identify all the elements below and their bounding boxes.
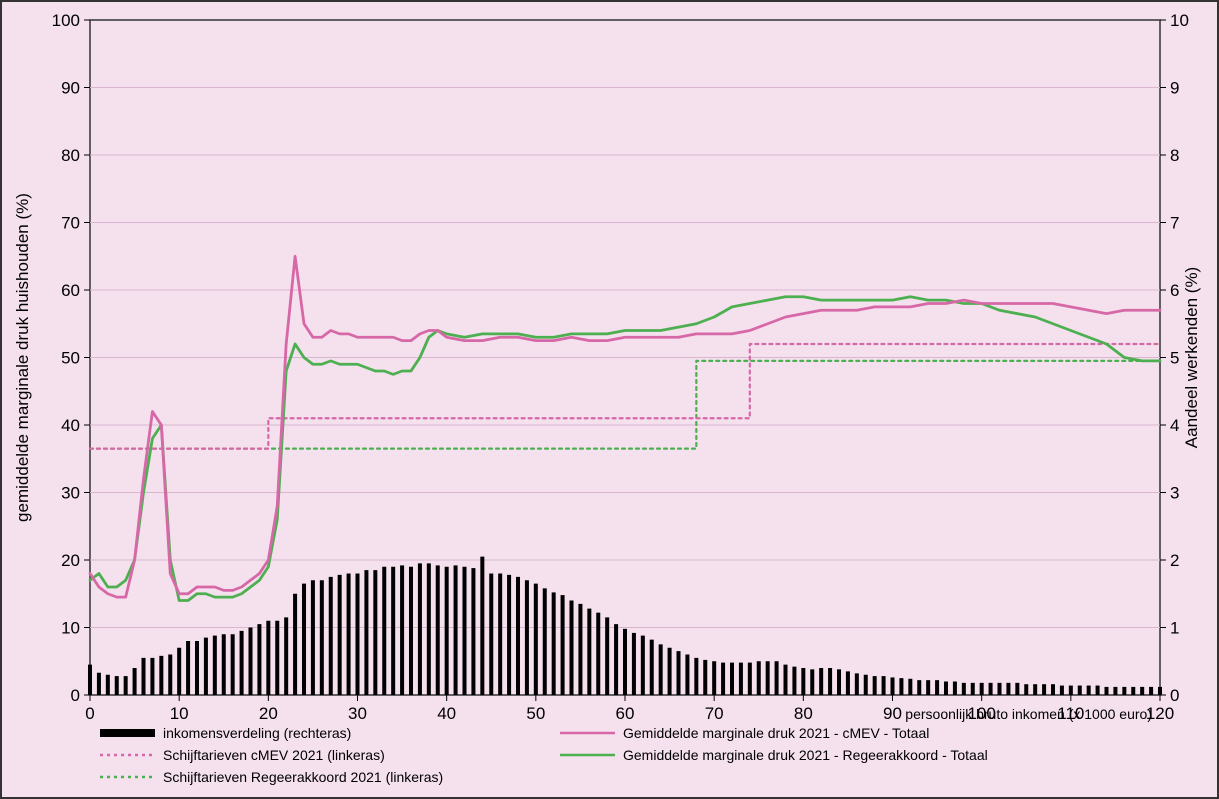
legend-label: Gemiddelde marginale druk 2021 - Regeera… xyxy=(623,747,988,763)
yleft-tick-label: 50 xyxy=(61,349,80,368)
chart-container: 0102030405060708090100012345678910010203… xyxy=(0,0,1219,799)
yleft-tick-label: 20 xyxy=(61,551,80,570)
x-tick-label: 60 xyxy=(616,704,635,723)
x-tick-label: 90 xyxy=(883,704,902,723)
yright-tick-label: 3 xyxy=(1170,484,1179,503)
legend-label: Gemiddelde marginale druk 2021 - cMEV - … xyxy=(623,725,929,741)
legend-label: Schijftarieven cMEV 2021 (linkeras) xyxy=(163,747,385,763)
yleft-tick-label: 40 xyxy=(61,416,80,435)
yright-tick-label: 0 xyxy=(1170,686,1179,705)
yleft-tick-label: 100 xyxy=(52,11,80,30)
x-tick-label: 50 xyxy=(526,704,545,723)
yleft-axis-title: gemiddelde marginale druk huishouden (%) xyxy=(13,193,32,522)
yright-tick-label: 2 xyxy=(1170,551,1179,570)
legend-label: inkomensverdeling (rechteras) xyxy=(163,725,351,741)
yleft-tick-label: 30 xyxy=(61,484,80,503)
yright-axis-title: Aandeel werkenden (%) xyxy=(1182,267,1201,448)
x-tick-label: 80 xyxy=(794,704,813,723)
legend-label: Schijftarieven Regeerakkoord 2021 (linke… xyxy=(163,769,443,785)
yleft-tick-label: 70 xyxy=(61,214,80,233)
x-tick-label: 70 xyxy=(705,704,724,723)
yright-tick-label: 10 xyxy=(1170,11,1189,30)
yright-tick-label: 9 xyxy=(1170,79,1179,98)
yleft-tick-label: 0 xyxy=(71,686,80,705)
yright-tick-label: 6 xyxy=(1170,281,1179,300)
yright-tick-label: 4 xyxy=(1170,416,1179,435)
chart-svg: 0102030405060708090100012345678910010203… xyxy=(0,0,1219,799)
x-axis-title: persoonlijk bruto inkomen (x 1000 euro) xyxy=(905,706,1152,722)
yright-tick-label: 1 xyxy=(1170,619,1179,638)
x-tick-label: 0 xyxy=(85,704,94,723)
yright-tick-label: 7 xyxy=(1170,214,1179,233)
x-tick-label: 10 xyxy=(170,704,189,723)
yright-tick-label: 8 xyxy=(1170,146,1179,165)
yleft-tick-label: 10 xyxy=(61,619,80,638)
x-tick-label: 30 xyxy=(348,704,367,723)
x-tick-label: 40 xyxy=(437,704,456,723)
yleft-tick-label: 80 xyxy=(61,146,80,165)
x-tick-label: 20 xyxy=(259,704,278,723)
yleft-tick-label: 90 xyxy=(61,79,80,98)
yright-tick-label: 5 xyxy=(1170,349,1179,368)
yleft-tick-label: 60 xyxy=(61,281,80,300)
